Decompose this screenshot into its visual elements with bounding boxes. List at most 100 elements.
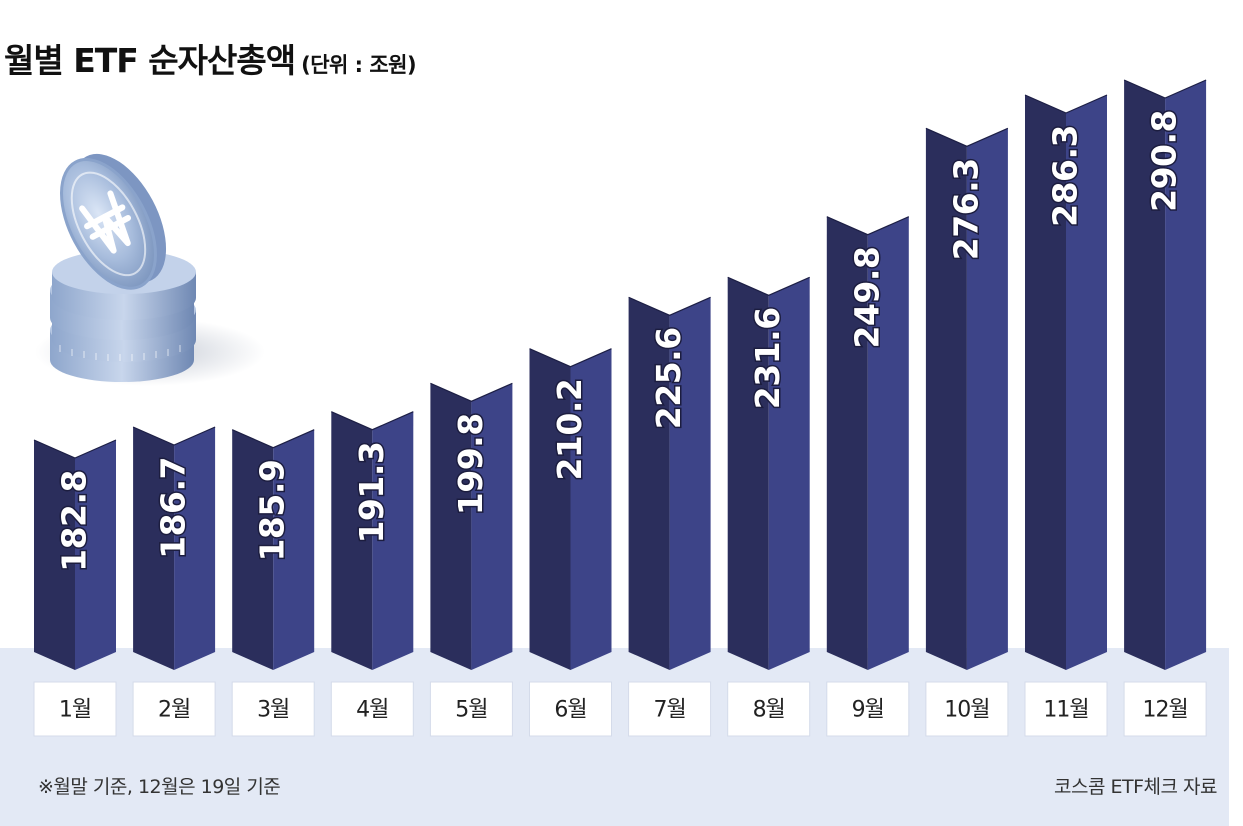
bar-value-label: 286.3 — [1046, 125, 1085, 227]
category-box — [132, 681, 216, 737]
bar-front-face — [1124, 80, 1166, 670]
bar-value-label: 185.9 — [253, 460, 292, 562]
bar-side-face — [372, 411, 414, 670]
category-label-box: 5월 — [429, 681, 513, 737]
category-box — [1024, 681, 1108, 737]
bar-front-face — [826, 216, 868, 670]
bar-top-edge — [331, 411, 414, 431]
category-label-box: 4월 — [330, 681, 414, 737]
bar-top-edge — [33, 439, 117, 459]
category-box — [1123, 681, 1207, 737]
bar-value-label: 199.8 — [451, 413, 490, 515]
bar-front-face — [430, 383, 472, 670]
bar-side-face — [273, 429, 315, 670]
tilted-won-coin — [60, 153, 167, 290]
category-box — [628, 681, 712, 737]
bar-value-label: 276.3 — [946, 158, 985, 260]
category-label-box: 7월 — [628, 681, 712, 737]
footnote: ※월말 기준, 12월은 19일 기준 — [38, 776, 281, 798]
bar-value-label: 186.7 — [154, 457, 193, 559]
chart-title: 월별 ETF 순자산총액 — [4, 41, 296, 80]
bar-front-face — [727, 277, 769, 670]
category-label: 12월 — [1142, 698, 1187, 723]
won-sign-icon — [79, 190, 132, 254]
bar-side-face — [174, 427, 216, 670]
category-label: 10월 — [944, 698, 989, 723]
base-panel — [0, 648, 1229, 826]
category-label-box: 9월 — [826, 681, 910, 737]
category-label-box: 6월 — [529, 681, 612, 737]
bar-front-face — [232, 429, 274, 670]
category-box — [529, 681, 612, 737]
bar: 199.8 — [430, 382, 513, 670]
category-label-box: 2월 — [132, 681, 216, 737]
category-label: 8월 — [753, 698, 785, 723]
category-label-box: 3월 — [231, 681, 315, 737]
category-label: 11월 — [1043, 698, 1088, 723]
bar-top-edge — [727, 276, 810, 296]
category-box — [925, 681, 1009, 737]
bar: 225.6 — [628, 296, 711, 670]
bar-side-face — [471, 383, 513, 670]
category-label-box: 11월 — [1024, 681, 1108, 737]
bars-group: 182.8 1월 186.7 2월 185.9 3월 191.3 4월 199.8 5월 210.2… — [33, 79, 1207, 737]
bar-top-edge — [430, 382, 513, 402]
bar: 185.9 — [231, 429, 315, 670]
coin-stack — [50, 250, 196, 382]
category-label-box: 12월 — [1123, 681, 1207, 737]
bar-side-face — [1066, 95, 1107, 670]
bar-side-face — [1165, 80, 1207, 670]
bar: 182.8 — [33, 439, 117, 670]
bar: 290.8 — [1123, 79, 1207, 670]
bar: 249.8 — [826, 216, 910, 670]
category-box — [330, 681, 414, 737]
bar-side-face — [867, 216, 909, 670]
bar-front-face — [1025, 95, 1066, 670]
category-box — [727, 681, 811, 737]
bar-top-edge — [231, 429, 315, 449]
bar: 186.7 — [132, 426, 216, 670]
bar-side-face — [669, 297, 711, 670]
won-coin-stack-icon — [35, 153, 265, 386]
bar: 276.3 — [925, 127, 1009, 671]
bar-front-face — [529, 348, 571, 670]
bar-value-label: 225.6 — [649, 327, 688, 429]
category-label: 4월 — [356, 698, 388, 723]
bar: 191.3 — [331, 411, 414, 670]
bar-value-label: 210.2 — [550, 379, 589, 481]
bar-value-label: 249.8 — [847, 247, 886, 349]
bar-value-label: 182.8 — [55, 470, 94, 572]
chart-title-block: 월별 ETF 순자산총액 (단위 : 조원) — [4, 34, 417, 82]
source-label: 코스콤 ETF체크 자료 — [1054, 776, 1217, 798]
bar: 231.6 — [727, 276, 810, 670]
bar-top-edge — [826, 216, 910, 236]
bar-front-face — [628, 297, 670, 670]
bar-front-face — [34, 440, 75, 670]
category-label: 7월 — [653, 698, 685, 723]
bar-front-face — [133, 427, 175, 670]
bar-top-edge — [1123, 79, 1207, 99]
unit-label: (단위 : 조원) — [301, 53, 417, 77]
bar-value-label: 231.6 — [748, 307, 787, 409]
bar-front-face — [925, 128, 967, 671]
bar-side-face — [768, 277, 810, 670]
bar-top-edge — [529, 348, 612, 368]
category-label: 5월 — [455, 698, 487, 723]
bar-side-face — [570, 348, 612, 670]
category-label: 1월 — [59, 698, 91, 723]
bar-front-face — [331, 411, 373, 670]
bar-top-edge — [1024, 94, 1108, 114]
category-box — [231, 681, 315, 737]
category-label: 9월 — [852, 698, 884, 723]
category-label: 6월 — [554, 698, 586, 723]
category-box — [33, 681, 117, 737]
bar-top-edge — [132, 426, 216, 446]
category-label: 2월 — [158, 698, 190, 723]
bar-top-edge — [925, 127, 1009, 147]
category-label-box: 10월 — [925, 681, 1009, 737]
category-label-box: 8월 — [727, 681, 811, 737]
bar-top-edge — [628, 296, 711, 316]
bar: 286.3 — [1024, 94, 1108, 670]
bar-side-face — [966, 128, 1008, 671]
